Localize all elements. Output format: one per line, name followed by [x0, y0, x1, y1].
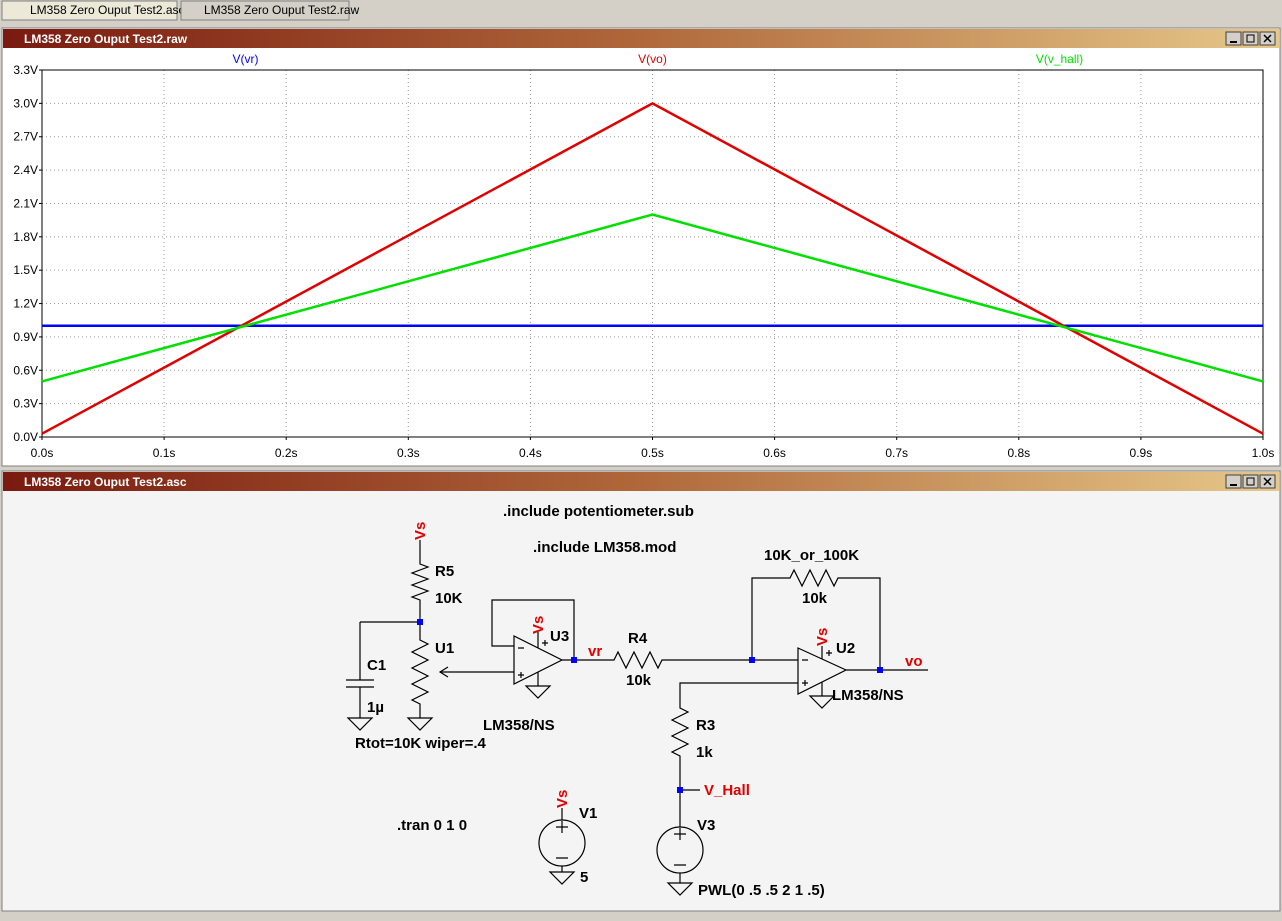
net-label: Vs: [814, 628, 831, 646]
net-label: V_Hall: [704, 782, 750, 799]
window-buttons[interactable]: [1225, 474, 1276, 489]
directive: .include potentiometer.sub: [503, 503, 694, 520]
component-value: 10K: [435, 590, 463, 607]
x-tick-label: 0.9s: [1130, 446, 1153, 460]
component-value: 10k: [626, 672, 652, 689]
component-name: R4: [628, 630, 648, 647]
y-tick-label: 0.0V: [13, 430, 38, 444]
x-tick-label: 0.7s: [885, 446, 908, 460]
net-label: vr: [588, 643, 602, 660]
waveform-window: [1, 27, 1281, 467]
y-tick-label: 3.3V: [13, 63, 38, 77]
y-tick-label: 1.2V: [13, 297, 38, 311]
trace: [41, 213, 1264, 383]
x-tick-label: 0.3s: [397, 446, 420, 460]
component-name: V1: [579, 805, 597, 822]
component-value: 1µ: [367, 699, 384, 716]
tab[interactable]: [1, 0, 178, 21]
y-tick-label: 2.4V: [13, 163, 38, 177]
plot-frame: [41, 69, 1264, 438]
trace: [41, 101, 1264, 435]
net-label: Vs: [554, 790, 571, 808]
component-name: R3: [696, 717, 715, 734]
x-tick-label: 0.4s: [519, 446, 542, 460]
schematic: .include potentiometer.sub .include LM35…: [346, 503, 928, 899]
legend-entry: V(vr): [233, 52, 259, 66]
component-value: LM358/NS: [832, 687, 904, 704]
component-name: C1: [367, 657, 386, 674]
y-tick-label: 3.0V: [13, 96, 38, 110]
x-tick-label: 0.8s: [1007, 446, 1030, 460]
x-tick-label: 1.0s: [1252, 446, 1275, 460]
component-name: 10K_or_100K: [764, 547, 859, 564]
component-value: 1k: [696, 744, 713, 761]
net-label: vo: [905, 653, 923, 670]
y-tick-label: 2.7V: [13, 130, 38, 144]
tab-label: LM358 Zero Ouput Test2.asc: [30, 3, 185, 17]
component-value: 5: [580, 869, 588, 886]
title-bar: [3, 29, 1279, 48]
net-label: Vs: [412, 522, 429, 540]
directive: .tran 0 1 0: [397, 817, 467, 834]
component-value: PWL(0 .5 .5 2 1 .5): [698, 882, 825, 899]
wires: [346, 540, 928, 896]
component-name: U3: [550, 628, 569, 645]
y-tick-label: 1.5V: [13, 263, 38, 277]
component-name: R5: [435, 563, 454, 580]
x-tick-label: 0.0s: [31, 446, 54, 460]
y-tick-label: 0.9V: [13, 330, 38, 344]
schematic-window: [1, 470, 1281, 912]
x-tick-label: 0.1s: [153, 446, 176, 460]
component-value: 10k: [802, 590, 828, 607]
window-title: LM358 Zero Ouput Test2.asc: [24, 475, 187, 489]
legend-entry: V(vo): [638, 52, 667, 66]
legend-entry: V(v_hall): [1036, 52, 1083, 66]
x-tick-label: 0.6s: [763, 446, 786, 460]
component-name: U1: [435, 640, 454, 657]
component-name: U2: [836, 640, 855, 657]
x-tick-label: 0.5s: [641, 446, 664, 460]
y-tick-label: 0.6V: [13, 363, 38, 377]
directive: .include LM358.mod: [533, 539, 676, 556]
window-title: LM358 Zero Ouput Test2.raw: [24, 32, 188, 46]
y-tick-label: 0.3V: [13, 397, 38, 411]
component-value: LM358/NS: [483, 717, 555, 734]
x-tick-label: 0.2s: [275, 446, 298, 460]
title-bar: [3, 472, 1279, 491]
component-value: Rtot=10K wiper=.4: [355, 735, 487, 752]
y-tick-label: 2.1V: [13, 196, 38, 210]
component-name: V3: [697, 817, 715, 834]
chart: 0.0V 0.3V 0.6V 0.9V 1.2V 1.5V 1.8V 2.1V 2.4V 2.7V…: [13, 52, 1274, 460]
tab[interactable]: [180, 0, 350, 21]
net-label: Vs: [530, 616, 547, 634]
tab-label: LM358 Zero Ouput Test2.raw: [204, 3, 360, 17]
window-buttons[interactable]: [1225, 31, 1276, 46]
y-tick-label: 1.8V: [13, 230, 38, 244]
